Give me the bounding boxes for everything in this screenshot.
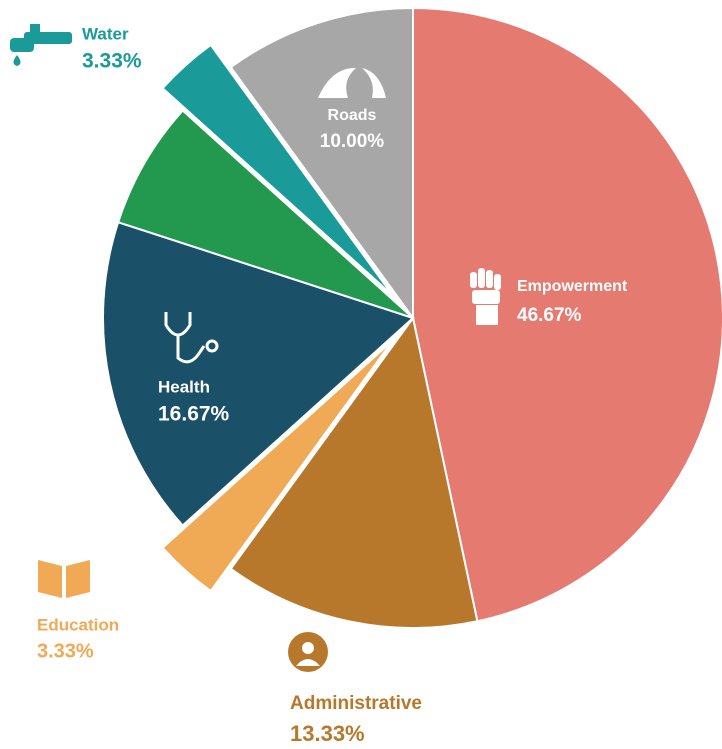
labels: Empowerment 46.67% Administrative 13.33% Edu… [37,24,628,745]
slices [102,6,722,629]
slice-value: 46.67% [517,305,582,326]
icon-tap [10,24,72,66]
slice-label: Empowerment [517,278,628,295]
pie-slice [229,6,414,322]
slice-label: Health [158,377,210,396]
slice-value: 3.33% [37,640,94,662]
icon-admin [288,632,328,672]
slice-label: Administrative [290,693,422,714]
icon-book [38,560,90,598]
pie-slice [102,220,415,527]
slice-value: 10.00% [320,131,385,152]
slice-value: 16.67% [158,403,230,426]
slice-value: 3.33% [82,50,142,73]
slice-value: 13.33% [290,721,365,746]
icon-fist [470,268,501,325]
pie-slice [116,109,414,319]
icon-road [318,68,386,98]
icon-stethoscope [164,312,219,364]
pie-slice [161,43,394,297]
slice-label: Water [82,24,129,43]
pie-slice [229,315,479,629]
pie-slice [412,6,722,623]
pie-slice [161,339,394,593]
slice-label: Roads [328,107,377,124]
slice-label: Education [37,615,119,634]
